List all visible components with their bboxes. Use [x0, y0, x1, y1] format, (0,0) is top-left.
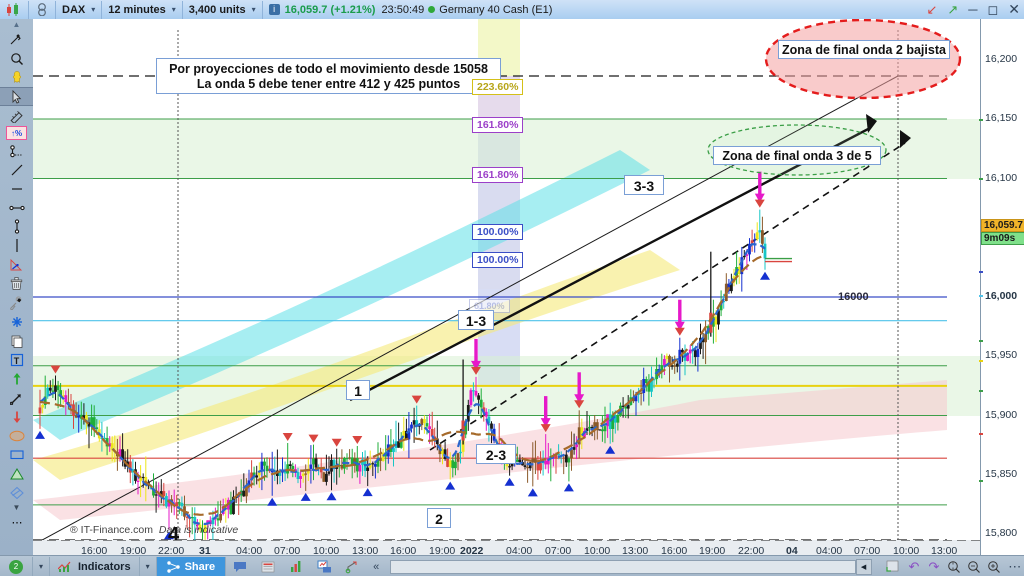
svg-text:T: T [13, 355, 19, 365]
